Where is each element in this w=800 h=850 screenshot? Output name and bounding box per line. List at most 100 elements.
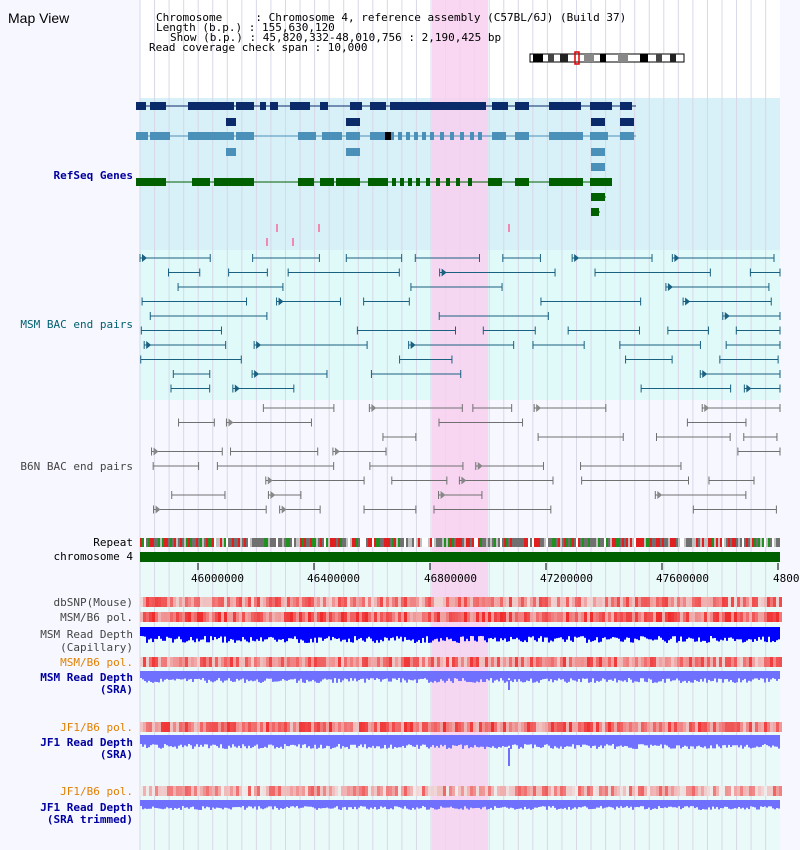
repeat-mark	[410, 538, 412, 547]
heat-cell	[245, 612, 248, 622]
depth-bar	[744, 735, 746, 747]
depth-bar	[346, 627, 348, 643]
heat-cell	[293, 597, 296, 607]
depth-bar	[714, 735, 716, 749]
depth-bar	[630, 627, 632, 643]
heat-cell	[659, 722, 662, 732]
repeat-mark	[570, 538, 572, 547]
track-label-repeat[interactable]: Repeat	[93, 536, 133, 549]
depth-bar	[604, 671, 606, 680]
depth-bar	[264, 800, 266, 809]
heat-cell	[518, 722, 521, 732]
heat-cell	[140, 657, 143, 667]
gene-exon	[188, 132, 234, 140]
track-label-b6n-bac[interactable]: B6N BAC end pairs	[20, 460, 133, 473]
heat-cell	[146, 722, 149, 732]
heat-cell	[689, 657, 692, 667]
track-label-msm-depth-cap[interactable]: MSM Read Depth	[40, 628, 133, 641]
bac-arrow	[685, 297, 691, 306]
heat-cell	[506, 612, 509, 622]
depth-bar	[418, 671, 420, 680]
depth-bar	[214, 627, 216, 637]
depth-bar	[578, 671, 580, 680]
gene-exon	[468, 178, 472, 186]
heat-cell	[515, 597, 518, 607]
depth-bar	[420, 735, 422, 746]
heat-cell	[632, 612, 635, 622]
heat-cell	[764, 597, 767, 607]
depth-bar	[332, 735, 334, 748]
depth-bar	[574, 671, 576, 681]
depth-bar	[468, 800, 470, 810]
track-label-chromosome[interactable]: chromosome 4	[53, 550, 133, 563]
depth-bar	[280, 800, 282, 809]
repeat-mark	[186, 538, 188, 547]
depth-bar	[576, 671, 578, 682]
heat-cell	[239, 657, 242, 667]
depth-bar	[536, 800, 538, 808]
depth-bar	[358, 627, 360, 639]
chromosome-ideogram[interactable]	[530, 52, 684, 64]
track-label-dbsnp[interactable]: dbSNP(Mouse)	[53, 596, 133, 609]
heat-cell	[176, 786, 179, 796]
heat-cell	[416, 786, 419, 796]
track-label-refseq[interactable]: RefSeq Genes	[53, 169, 133, 182]
heat-cell	[566, 722, 569, 732]
track-label-jf1-depth-sra[interactable]: JF1 Read Depth	[40, 736, 133, 749]
heat-cell	[605, 612, 608, 622]
bac-arrow	[724, 312, 730, 320]
heat-cell	[650, 612, 653, 622]
depth-bar	[418, 800, 420, 809]
depth-bar	[146, 735, 148, 749]
depth-bar	[704, 800, 706, 810]
track-label-msm-depth-sra[interactable]: MSM Read Depth	[40, 671, 133, 684]
depth-bar	[626, 627, 628, 638]
depth-bar	[612, 800, 614, 808]
heat-cell	[455, 612, 458, 622]
track-label-msm-b6-pol-1[interactable]: MSM/B6 pol.	[60, 611, 133, 624]
track-label-msm-b6-pol-2[interactable]: MSM/B6 pol.	[60, 656, 133, 669]
track-label-jf1-depth-trim[interactable]: JF1 Read Depth	[40, 801, 133, 814]
heat-cell	[428, 597, 431, 607]
heat-cell	[560, 597, 563, 607]
heat-cell	[737, 597, 740, 607]
depth-bar	[732, 800, 734, 809]
depth-bar	[180, 800, 182, 810]
heat-cell	[638, 722, 641, 732]
depth-bar	[356, 735, 358, 748]
depth-bar	[174, 627, 176, 640]
depth-bar	[586, 627, 588, 643]
track-label-jf1-b6-pol-1[interactable]: JF1/B6 pol.	[60, 721, 133, 734]
repeat-mark	[388, 538, 390, 547]
depth-bar	[758, 800, 760, 810]
heat-cell	[152, 657, 155, 667]
heat-cell	[659, 786, 662, 796]
depth-bar	[696, 627, 698, 642]
repeat-mark	[618, 538, 620, 547]
depth-bar	[452, 735, 454, 746]
depth-bar	[302, 627, 304, 641]
depth-bar	[298, 800, 300, 809]
heat-cell	[641, 657, 644, 667]
repeat-mark	[706, 538, 708, 547]
heat-cell	[641, 612, 644, 622]
depth-bar	[484, 671, 486, 683]
depth-bar	[604, 800, 606, 808]
depth-bar	[170, 800, 172, 808]
depth-bar	[412, 671, 414, 681]
heat-cell	[497, 612, 500, 622]
heat-cell	[608, 722, 611, 732]
heat-cell	[734, 597, 737, 607]
bac-arrow	[657, 491, 663, 499]
heat-cell	[638, 657, 641, 667]
heat-cell	[467, 597, 470, 607]
depth-bar	[254, 627, 256, 642]
depth-bar	[654, 735, 656, 746]
track-label-msm-bac[interactable]: MSM BAC end pairs	[20, 318, 133, 331]
track-label-jf1-b6-pol-2[interactable]: JF1/B6 pol.	[60, 785, 133, 798]
depth-bar	[214, 735, 216, 745]
heat-cell	[200, 597, 203, 607]
depth-bar	[658, 800, 660, 807]
heat-cell	[512, 786, 515, 796]
